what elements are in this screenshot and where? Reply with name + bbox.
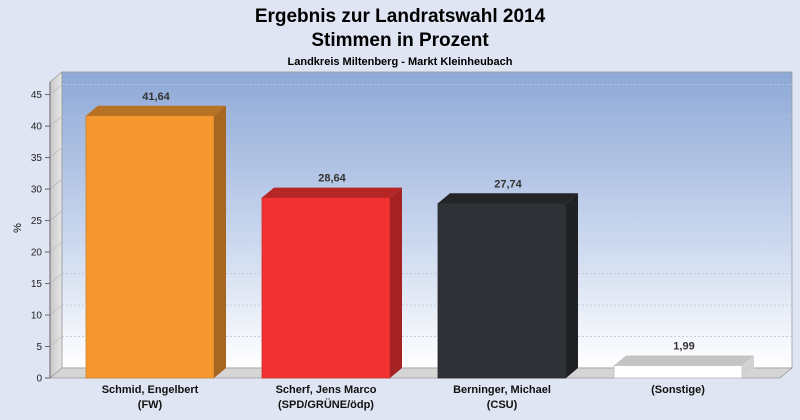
data-label: 41,64	[142, 91, 170, 103]
bar-side	[742, 355, 754, 378]
y-tick-label: 35	[31, 153, 43, 164]
bar	[261, 197, 391, 379]
bar-top	[262, 187, 402, 198]
bar-group	[261, 187, 402, 379]
y-tick-label: 25	[31, 216, 43, 227]
bar-top	[86, 105, 226, 116]
gridline-side	[49, 336, 63, 347]
gridline-side	[49, 178, 63, 190]
y-tick-label: 5	[36, 342, 42, 353]
data-label: 1,99	[673, 340, 694, 352]
y-tick-label: 20	[31, 248, 43, 259]
category-label-line2: (FW)	[138, 399, 163, 411]
gridline-side	[49, 273, 63, 284]
bar	[613, 365, 743, 379]
bar-group	[613, 355, 754, 379]
category-label: (Sonstige)	[651, 384, 705, 396]
bar-top	[438, 193, 578, 204]
bar-side	[566, 193, 578, 378]
category-label: Berninger, Michael	[453, 384, 551, 396]
gridline-side	[49, 241, 63, 253]
gridline-side	[49, 115, 63, 127]
bar-group	[437, 193, 578, 379]
gridline-side	[49, 210, 63, 221]
y-tick-label: 40	[31, 122, 43, 133]
y-tick-label: 0	[36, 374, 42, 385]
category-label-line2: (CSU)	[487, 399, 518, 411]
y-tick-label: 15	[31, 279, 43, 290]
y-tick-label: 10	[31, 311, 43, 322]
gridline-side	[49, 304, 63, 316]
y-axis: % 0 5 10 15 20 25 30 35 40 45	[12, 82, 51, 385]
y-tick-label: 30	[31, 185, 43, 196]
chart-subtitle-line2: Stimmen in Prozent	[311, 30, 489, 51]
data-label: 27,74	[494, 178, 522, 190]
category-label: Scherf, Jens Marco	[276, 384, 377, 396]
chart-title: Ergebnis zur Landratswahl 2014	[255, 6, 546, 27]
category-labels: Schmid, Engelbert (FW) Scherf, Jens Marco (…	[102, 384, 706, 411]
bar	[85, 115, 215, 379]
bar-side	[214, 105, 226, 379]
bar-side	[390, 187, 402, 378]
gridline-side	[49, 147, 63, 158]
y-tick-label: 45	[31, 90, 43, 101]
bar-group	[85, 105, 226, 379]
gridline-side	[49, 84, 63, 95]
y-axis-label: %	[12, 223, 24, 233]
bar	[437, 202, 567, 379]
bars: 41,64 28,64 27,74 1,99	[85, 91, 754, 379]
chart-subtitle: Landkreis Miltenberg - Markt Kleinheubac…	[288, 56, 513, 68]
category-label: Schmid, Engelbert	[102, 384, 199, 396]
bar-top	[614, 355, 754, 366]
data-label: 28,64	[318, 173, 346, 185]
category-label-line2: (SPD/GRÜNE/ödp)	[278, 398, 374, 411]
